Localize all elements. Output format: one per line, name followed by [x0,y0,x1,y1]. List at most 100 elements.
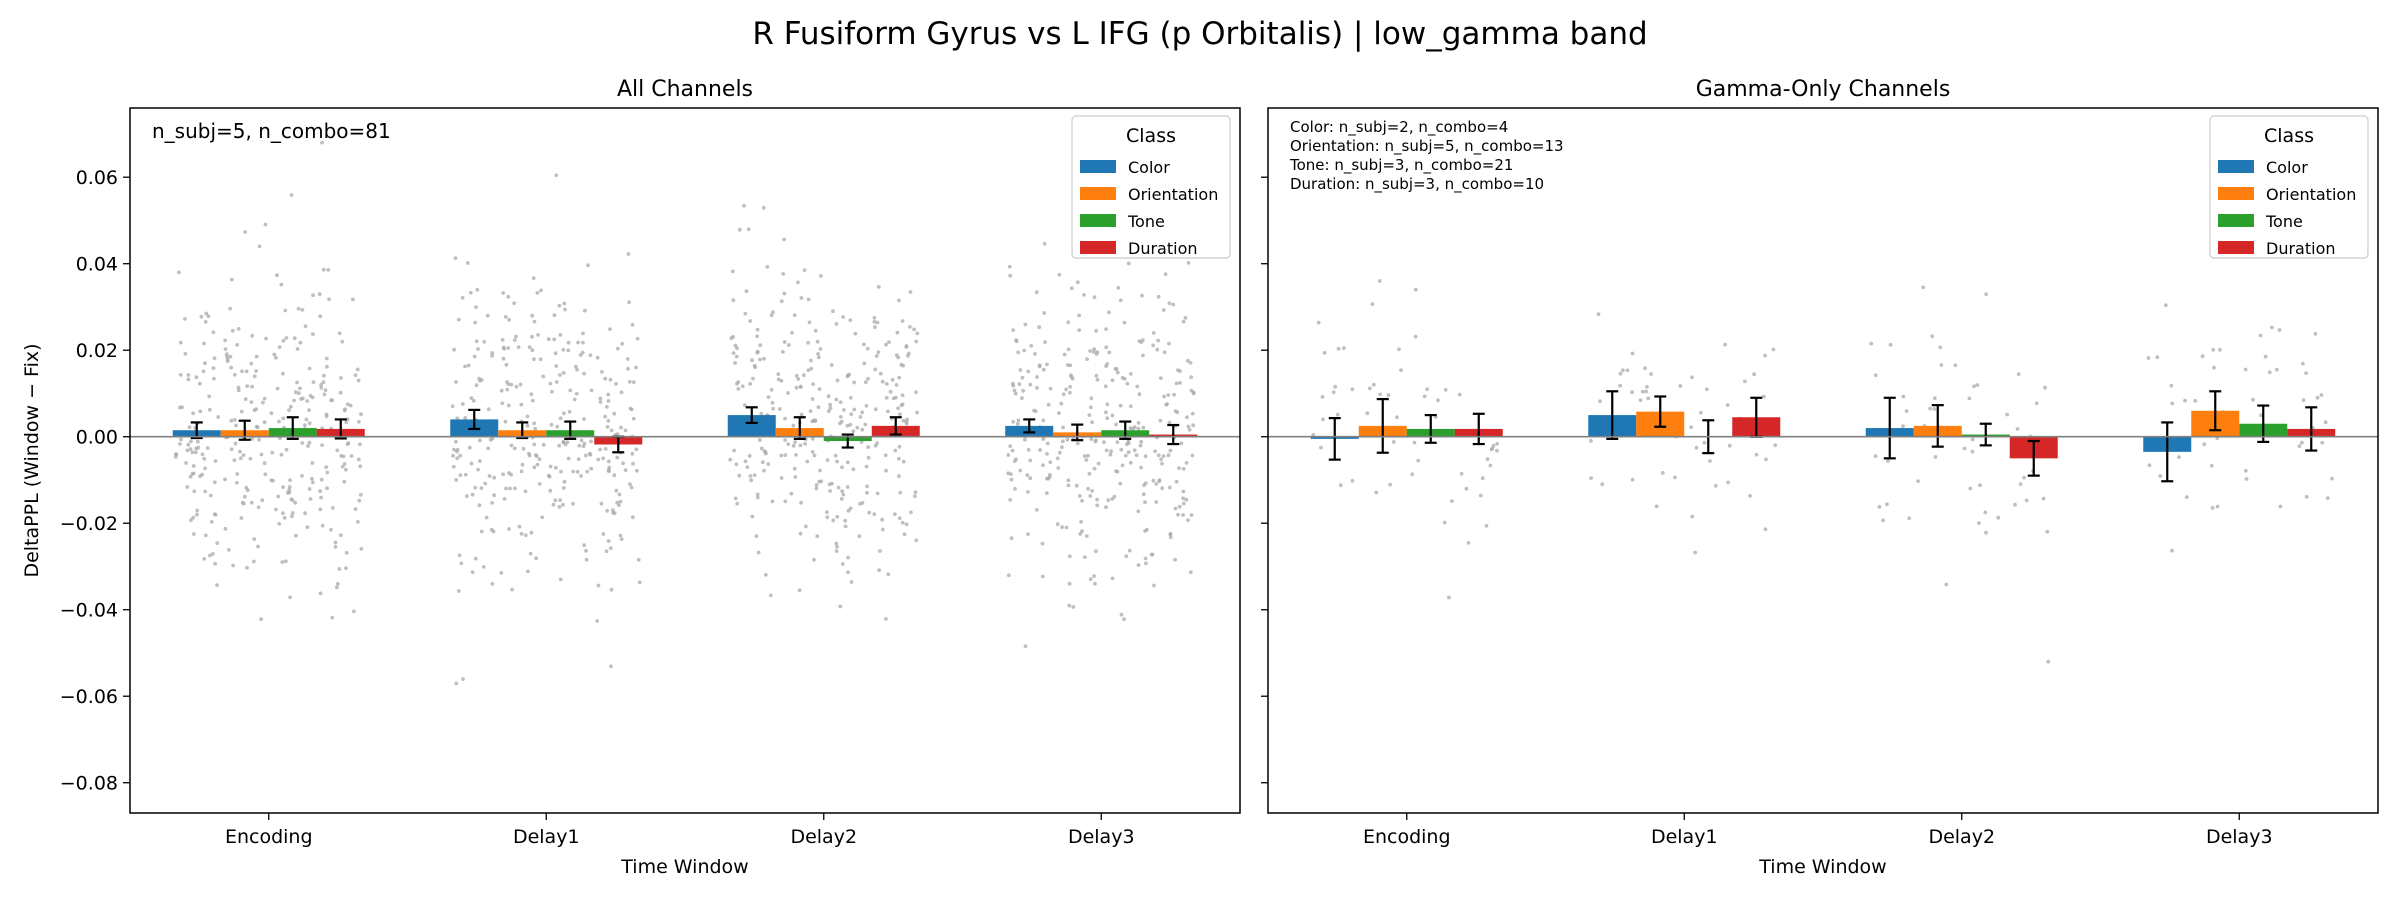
data-point [549,422,554,427]
data-point [793,440,797,444]
data-point [517,524,522,529]
data-point [353,373,358,377]
data-point [521,446,526,451]
data-point [615,455,620,460]
data-point [2016,372,2021,376]
data-point [1322,351,1327,355]
data-point [1093,439,1098,444]
data-point [862,342,866,347]
data-point [637,580,642,585]
data-point [2215,504,2220,509]
data-point [1173,506,1178,511]
data-point [330,615,335,620]
data-point [503,419,508,424]
subplot-title: Gamma-Only Channels [1696,77,1951,102]
data-point [510,587,514,592]
axes-frame [129,107,1241,814]
data-point [589,388,594,393]
data-point [477,503,482,508]
data-point [454,380,458,384]
data-point [234,423,238,428]
data-point [296,391,301,396]
data-point [223,347,228,351]
data-point [1088,349,1092,353]
data-point [815,534,820,539]
data-point [1087,471,1092,476]
data-point [760,460,765,465]
data-point [294,533,298,538]
data-point [1678,384,1683,388]
data-point [236,327,241,331]
data-point [562,301,567,306]
data-point [904,522,909,527]
data-point [1167,301,1172,306]
data-point [2251,397,2255,402]
data-point [730,269,735,274]
data-point [304,417,309,422]
data-point [340,464,345,469]
data-point [240,500,245,505]
data-point [1139,439,1144,444]
data-point [252,408,257,413]
data-point [1066,347,1071,352]
data-point [845,374,850,379]
data-point [612,473,617,478]
data-point [1178,381,1182,385]
data-point [905,417,909,422]
data-point [1034,290,1039,295]
data-point [814,483,819,487]
data-point [504,486,508,491]
data-point [185,485,190,489]
data-point [864,464,869,469]
data-point [914,538,919,543]
data-point [1089,437,1094,441]
data-point [1331,390,1336,395]
data-point [1104,364,1108,368]
data-point [308,497,313,501]
data-point [249,361,254,366]
data-point [1596,312,1601,317]
data-point [915,410,919,415]
data-point [635,468,639,473]
data-point [1174,381,1179,386]
error-bar-tone-delay2 [1979,422,1992,447]
data-point [1035,375,1039,379]
data-point [358,442,362,447]
data-point [825,510,829,515]
data-point [223,477,227,482]
data-point [1137,392,1142,397]
data-point [880,379,885,384]
data-point [212,480,217,485]
data-point [1061,392,1066,397]
data-point [561,347,566,352]
error-bar-orientation-encoding [1376,397,1389,454]
data-point [319,386,324,390]
data-point [203,466,208,471]
data-point [282,515,287,520]
data-point [1726,480,1730,485]
data-point [351,297,355,302]
data-point [529,530,534,535]
data-point [596,457,601,462]
data-point [356,457,361,462]
data-point [574,391,579,396]
legend-swatch-color [1080,160,1116,173]
data-point [559,469,563,474]
data-point [1028,476,1033,481]
data-point [809,358,813,363]
data-point [490,354,494,358]
data-point [183,317,187,321]
y-tick-label: −0.04 [60,600,118,622]
panel-gamma-only-channels: Gamma-Only Channels Encoding Delay1 Delay2 D… [1261,77,2379,878]
data-point [501,356,506,361]
data-point [536,333,540,337]
data-point [342,408,347,413]
data-point [1391,440,1396,444]
data-point [202,456,207,461]
x-axis-label: Time Window [620,856,748,878]
data-point [319,495,323,500]
legend-swatch-duration [2218,241,2254,254]
data-point [807,320,812,325]
data-point [1069,286,1074,291]
data-point [478,438,482,443]
